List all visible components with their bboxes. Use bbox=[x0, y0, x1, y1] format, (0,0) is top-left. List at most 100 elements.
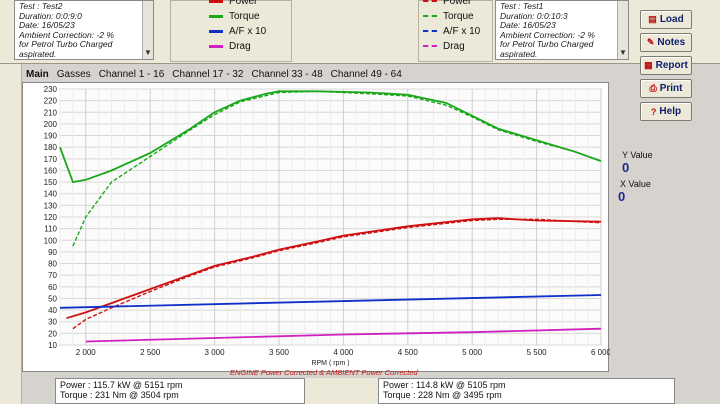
x-tick-label: 4 000 bbox=[333, 348, 354, 357]
y-tick-label: 110 bbox=[44, 225, 57, 234]
notes-button[interactable]: ✎ Notes bbox=[640, 33, 692, 52]
legend-swatch bbox=[423, 45, 437, 47]
tab-channel-17-32[interactable]: Channel 17 - 32 bbox=[172, 69, 244, 80]
y-tick-label: 70 bbox=[48, 271, 57, 280]
legend-swatch bbox=[209, 44, 223, 48]
info-line: Date: 16/05/23 bbox=[500, 20, 556, 30]
legend-item-a-f-x-10[interactable]: A/F x 10 bbox=[209, 24, 266, 38]
legend-item-torque[interactable]: Torque bbox=[423, 9, 474, 23]
print-icon: ⎙ bbox=[649, 83, 657, 93]
info-line: Ambient Correction: -2 % bbox=[19, 29, 114, 40]
y-tick-label: 200 bbox=[44, 120, 58, 129]
y-tick-label: 20 bbox=[48, 329, 57, 338]
y-value-label: Y Value bbox=[622, 150, 653, 160]
button-label: Report bbox=[655, 60, 688, 71]
y-tick-label: 190 bbox=[44, 132, 58, 141]
summary-footer: Power : 115.7 kW @ 5151 rpm Torque : 231 … bbox=[55, 378, 675, 404]
series-line-a-f-x-10-test2 bbox=[59, 294, 602, 309]
tab-channel-49-64[interactable]: Channel 49 - 64 bbox=[330, 69, 402, 80]
info-line: for Petrol Turbo Charged bbox=[19, 39, 113, 49]
right-legend: Power Torque A/F x 10 Drag bbox=[418, 0, 493, 62]
series-line-power-test1 bbox=[72, 218, 602, 330]
x-tick-label: 5 500 bbox=[527, 348, 548, 357]
x-tick-label: 2 500 bbox=[140, 348, 161, 357]
info-line: Test : Test1 bbox=[500, 1, 544, 11]
y-tick-label: 140 bbox=[44, 190, 58, 199]
legend-item-power[interactable]: Power bbox=[423, 0, 471, 8]
chart-svg[interactable]: 10 20 30 40 50 60 70 80 90 100 110 120 130 140 150 160 1… bbox=[23, 83, 610, 373]
tab-gasses[interactable]: Gasses bbox=[56, 69, 91, 80]
legend-label: Power bbox=[443, 0, 472, 7]
x-axis-label: RPM ( rpm ) bbox=[311, 360, 349, 367]
help-icon: ? bbox=[650, 106, 657, 117]
legend-item-torque[interactable]: Torque bbox=[209, 9, 260, 23]
x-tick-label: 3 000 bbox=[205, 348, 226, 357]
y-tick-label: 170 bbox=[44, 155, 58, 164]
load-button[interactable]: ▤ Load bbox=[640, 10, 692, 29]
y-tick-label: 230 bbox=[44, 85, 58, 94]
legend-item-power[interactable]: Power bbox=[209, 0, 257, 8]
legend-label: Drag bbox=[443, 40, 465, 52]
y-tick-label: 90 bbox=[48, 248, 57, 257]
x-value: 0 bbox=[618, 189, 626, 204]
legend-item-a-f-x-10[interactable]: A/F x 10 bbox=[423, 24, 480, 38]
legend-swatch bbox=[423, 15, 437, 17]
legend-swatch bbox=[423, 30, 437, 32]
y-tick-label: 150 bbox=[44, 178, 58, 187]
series-line-drag-test2 bbox=[85, 327, 602, 343]
legend-label: A/F x 10 bbox=[443, 25, 481, 37]
y-tick-label: 50 bbox=[48, 294, 57, 303]
tab-main[interactable]: Main bbox=[26, 69, 49, 80]
tab-bar: Main Gasses Channel 1 - 16 Channel 17 - 32 C… bbox=[22, 69, 406, 83]
right-summary: Power : 114.8 kW @ 5105 rpm Torque : 228 … bbox=[378, 378, 675, 404]
tab-channel-33-48[interactable]: Channel 33 - 48 bbox=[251, 69, 323, 80]
x-tick-label: 4 500 bbox=[398, 348, 419, 357]
left-legend: Power Torque A/F x 10 Drag bbox=[170, 0, 292, 62]
legend-label: Torque bbox=[443, 10, 474, 22]
summary-line: Torque : 231 Nm @ 3504 rpm bbox=[60, 390, 179, 400]
x-tick-label: 3 500 bbox=[269, 348, 290, 357]
chart-area[interactable]: 10 20 30 40 50 60 70 80 90 100 110 120 130 140 150 160 1… bbox=[22, 82, 610, 373]
report-button[interactable]: ▦ Report bbox=[640, 56, 692, 75]
info-line: aspirated. bbox=[19, 48, 57, 59]
info-line: for Petrol Turbo Charged bbox=[500, 39, 594, 49]
legend-item-drag[interactable]: Drag bbox=[423, 39, 465, 53]
print-button[interactable]: ⎙ Print bbox=[640, 79, 692, 98]
series-line-torque-test2 bbox=[59, 90, 602, 183]
legend-label: Power bbox=[229, 0, 258, 7]
legend-swatch bbox=[209, 29, 223, 33]
chevron-down-icon[interactable]: ▼ bbox=[144, 47, 152, 57]
chart-caption: ENGINE Power Corrected & AMBIENT Power C… bbox=[230, 368, 418, 377]
button-label: Notes bbox=[657, 37, 686, 48]
tab-channel-1-16[interactable]: Channel 1 - 16 bbox=[98, 69, 165, 80]
y-tick-label: 30 bbox=[48, 318, 57, 327]
legend-label: A/F x 10 bbox=[229, 25, 267, 37]
button-label: Load bbox=[659, 14, 684, 25]
left-frame bbox=[0, 64, 22, 404]
summary-line: Torque : 228 Nm @ 3495 rpm bbox=[383, 390, 502, 400]
x-tick-label: 5 000 bbox=[462, 348, 483, 357]
info-line: Date: 16/05/23 bbox=[19, 20, 75, 30]
info-line: Duration: 0:0:10:3 bbox=[500, 10, 568, 21]
x-tick-label: 6 000 bbox=[591, 348, 610, 357]
series-line-power-test2 bbox=[66, 217, 602, 320]
legend-swatch bbox=[209, 14, 223, 18]
chevron-down-icon[interactable]: ▼ bbox=[619, 47, 627, 57]
y-tick-label: 10 bbox=[48, 341, 57, 350]
summary-line: Power : 115.7 kW @ 5151 rpm bbox=[60, 380, 183, 390]
help-button[interactable]: ? Help bbox=[640, 102, 692, 121]
series-line-torque-test1 bbox=[72, 90, 602, 247]
side-button-column: ▤ Load ✎ Notes ▦ Report ⎙ Print? Help bbox=[636, 0, 720, 130]
info-line: Test : Test2 bbox=[19, 1, 63, 11]
button-label: Help bbox=[659, 106, 682, 117]
legend-swatch bbox=[209, 0, 223, 3]
right-info-scrollbar[interactable]: ▼ bbox=[617, 1, 628, 59]
legend-label: Torque bbox=[229, 10, 260, 22]
summary-line: Power : 114.8 kW @ 5105 rpm bbox=[383, 380, 506, 390]
y-tick-label: 130 bbox=[44, 201, 58, 210]
left-run-info[interactable]: Test : Test2 Duration: 0:0:9:0 Date: 16/05… bbox=[14, 0, 154, 60]
button-label: Print bbox=[659, 83, 683, 94]
right-run-info[interactable]: Test : Test1 Duration: 0:0:10:3 Date: 16/0… bbox=[495, 0, 629, 60]
left-info-scrollbar[interactable]: ▼ bbox=[142, 1, 153, 59]
legend-item-drag[interactable]: Drag bbox=[209, 39, 251, 53]
